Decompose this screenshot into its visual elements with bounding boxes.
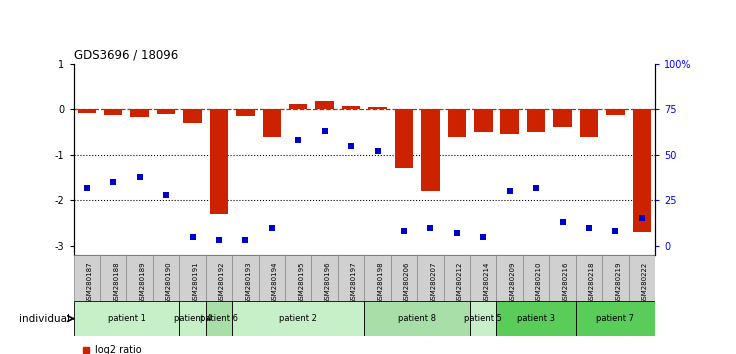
Bar [285,255,311,301]
Bar [258,255,285,301]
Bar [500,109,519,134]
Text: GSM280197: GSM280197 [351,262,357,304]
Text: GSM280188: GSM280188 [113,262,119,304]
Bar [180,301,206,336]
Bar [316,101,334,109]
Bar [342,106,361,109]
Bar [74,301,180,336]
Bar [364,301,470,336]
Bar [606,109,625,115]
Bar [338,255,364,301]
Bar [447,109,466,137]
Bar [263,109,281,137]
Text: GSM280209: GSM280209 [509,262,516,304]
Bar [127,255,153,301]
Bar [289,104,308,109]
Text: GSM280190: GSM280190 [166,262,172,304]
Bar [417,255,444,301]
Text: GSM280191: GSM280191 [193,262,199,304]
Bar [232,255,258,301]
Bar [580,109,598,137]
Text: GSM280192: GSM280192 [219,262,225,304]
Bar [183,109,202,123]
Text: patient 3: patient 3 [517,314,555,323]
Bar [157,109,175,114]
Bar [180,255,206,301]
Bar [130,109,149,118]
Text: GSM280194: GSM280194 [272,262,277,304]
Bar [394,109,413,169]
Text: patient 1: patient 1 [107,314,146,323]
Bar [311,255,338,301]
Text: patient 7: patient 7 [596,314,634,323]
Bar [421,109,439,191]
Bar [206,301,232,336]
Bar [576,255,602,301]
Bar [629,255,655,301]
Text: individual: individual [19,314,70,324]
Bar [232,301,364,336]
Text: GSM280206: GSM280206 [404,262,410,304]
Bar [474,109,492,132]
Text: GDS3696 / 18096: GDS3696 / 18096 [74,48,178,61]
Text: GSM280189: GSM280189 [140,262,146,304]
Bar [391,255,417,301]
Text: GSM280214: GSM280214 [484,262,489,304]
Bar [632,109,651,232]
Bar [553,109,572,127]
Bar [210,109,228,214]
Text: patient 5: patient 5 [464,314,502,323]
Text: patient 6: patient 6 [200,314,238,323]
Text: GSM280219: GSM280219 [615,262,621,304]
Legend: log2 ratio, percentile rank within the sample: log2 ratio, percentile rank within the s… [79,341,264,354]
Text: GSM280198: GSM280198 [378,262,383,304]
Bar [470,255,497,301]
Bar [549,255,576,301]
Bar [104,109,122,115]
Bar [444,255,470,301]
Bar [153,255,180,301]
Bar [497,301,576,336]
Text: GSM280196: GSM280196 [325,262,330,304]
Text: GSM280222: GSM280222 [642,262,648,304]
Text: GSM280207: GSM280207 [431,262,436,304]
Bar [368,107,387,109]
Bar [77,109,96,113]
Bar [497,255,523,301]
Bar [206,255,232,301]
Text: GSM280218: GSM280218 [589,262,595,304]
Text: GSM280187: GSM280187 [87,262,93,304]
Text: GSM280193: GSM280193 [245,262,252,304]
Bar [74,255,100,301]
Bar [100,255,127,301]
Bar [576,301,655,336]
Bar [602,255,629,301]
Text: GSM280216: GSM280216 [562,262,568,304]
Text: patient 2: patient 2 [279,314,317,323]
Text: patient 4: patient 4 [174,314,211,323]
Bar [470,301,497,336]
Text: GSM280195: GSM280195 [298,262,304,304]
Bar [236,109,255,116]
Text: GSM280212: GSM280212 [457,262,463,304]
Text: GSM280210: GSM280210 [536,262,542,304]
Text: patient 8: patient 8 [398,314,436,323]
Bar [527,109,545,132]
Bar [364,255,391,301]
Bar [523,255,549,301]
